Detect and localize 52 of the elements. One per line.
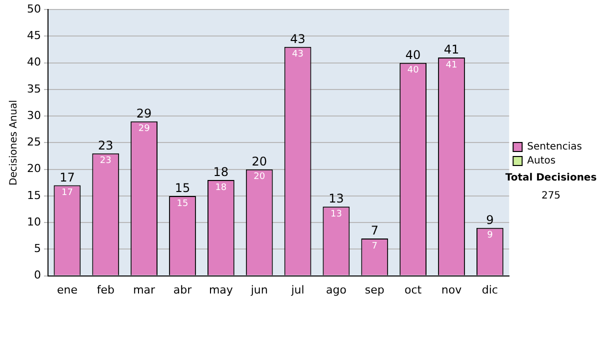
x-tick-label: oct	[404, 283, 422, 296]
total-label: 18	[213, 165, 229, 180]
x-tick-label: sep	[364, 283, 384, 296]
total-label: 7	[370, 224, 378, 238]
y-tick-label: 40	[26, 56, 41, 69]
total-label: 40	[405, 48, 421, 62]
total-label: 29	[136, 106, 152, 121]
x-tick-label: jul	[290, 283, 304, 296]
total-label: 20	[252, 154, 267, 168]
x-tick-label: jun	[250, 283, 268, 296]
text: 275	[541, 190, 561, 202]
data-label: 18	[215, 182, 227, 193]
data-label: 15	[176, 198, 188, 209]
legend-label: Autos	[527, 156, 556, 167]
y-tick-label: 35	[26, 82, 41, 96]
y-tick-label: 15	[26, 188, 41, 202]
y-tick-label: 50	[26, 2, 41, 16]
x-tick-label: nov	[441, 283, 462, 296]
y-tick-label: 10	[26, 215, 41, 228]
y-tick-label: 5	[34, 242, 41, 256]
x-tick-label: may	[208, 283, 234, 296]
data-label: 43	[292, 50, 304, 60]
x-tick-label: ene	[56, 283, 78, 296]
x-tick-label: mar	[133, 283, 156, 296]
data-label: 41	[446, 60, 458, 70]
total-label: 9	[486, 213, 494, 228]
data-label: 29	[138, 124, 150, 134]
x-tick-label: abr	[173, 283, 192, 296]
data-label: 17	[61, 188, 73, 198]
total-label: 17	[60, 170, 75, 184]
data-label: 7	[372, 241, 378, 252]
data-label: 20	[254, 172, 266, 182]
data-label: 23	[100, 156, 112, 166]
total-label: 13	[328, 192, 344, 206]
y-tick-label: 45	[26, 29, 41, 42]
data-label: 13	[330, 209, 342, 220]
total-label: 41	[444, 42, 460, 57]
x-tick-label: feb	[96, 283, 114, 296]
total-label: 15	[174, 181, 190, 196]
annotation: Total Decisiones	[505, 172, 597, 184]
total-label: 43	[290, 32, 306, 46]
y-tick-label: 25	[26, 136, 41, 149]
y-tick-label: 30	[26, 108, 41, 122]
y-axis-title: Decisiones Anual	[8, 100, 20, 186]
data-label: 40	[407, 66, 420, 76]
y-tick-label: 20	[26, 162, 41, 176]
total-label: 23	[98, 138, 114, 152]
x-tick-label: ago	[326, 283, 347, 296]
x-tick-label: dic	[482, 283, 498, 296]
data-label: 9	[487, 230, 494, 241]
legend-label: Sentencias	[527, 142, 582, 153]
y-tick-label: 0	[34, 268, 41, 282]
